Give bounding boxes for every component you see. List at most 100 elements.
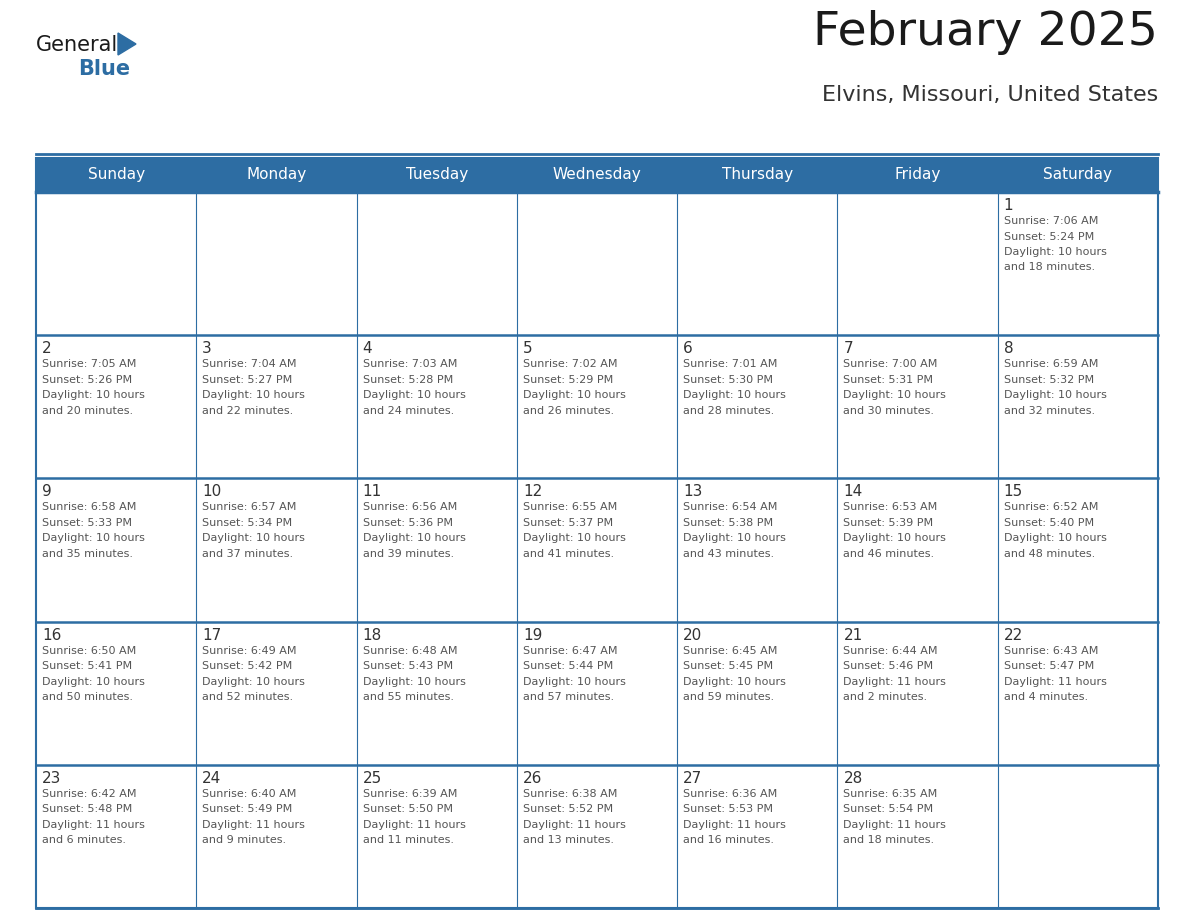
Text: Sunrise: 6:54 AM: Sunrise: 6:54 AM [683, 502, 777, 512]
Text: 21: 21 [843, 628, 862, 643]
Text: Daylight: 10 hours: Daylight: 10 hours [1004, 533, 1106, 543]
Text: Sunset: 5:29 PM: Sunset: 5:29 PM [523, 375, 613, 385]
Text: Sunrise: 6:53 AM: Sunrise: 6:53 AM [843, 502, 937, 512]
Text: Sunset: 5:26 PM: Sunset: 5:26 PM [42, 375, 132, 385]
Bar [998, 621, 1158, 765]
Text: Sunrise: 6:50 AM: Sunrise: 6:50 AM [42, 645, 137, 655]
Text: 13: 13 [683, 485, 702, 499]
Text: 6: 6 [683, 341, 693, 356]
Bar [36, 765, 196, 908]
Text: and 57 minutes.: and 57 minutes. [523, 692, 614, 702]
Bar [998, 192, 1158, 335]
Text: Daylight: 11 hours: Daylight: 11 hours [42, 820, 145, 830]
Text: and 35 minutes.: and 35 minutes. [42, 549, 133, 559]
Bar [36, 621, 196, 765]
Text: Sunrise: 6:35 AM: Sunrise: 6:35 AM [843, 789, 937, 799]
Text: 22: 22 [1004, 628, 1023, 643]
Text: Daylight: 10 hours: Daylight: 10 hours [843, 533, 947, 543]
Bar [517, 621, 677, 765]
Text: and 26 minutes.: and 26 minutes. [523, 406, 614, 416]
Bar [36, 158, 1158, 908]
Text: 3: 3 [202, 341, 211, 356]
Text: 2: 2 [42, 341, 51, 356]
Text: and 20 minutes.: and 20 minutes. [42, 406, 133, 416]
Text: Daylight: 10 hours: Daylight: 10 hours [42, 533, 145, 543]
Text: and 37 minutes.: and 37 minutes. [202, 549, 293, 559]
Text: Sunset: 5:48 PM: Sunset: 5:48 PM [42, 804, 132, 814]
Text: Sunset: 5:40 PM: Sunset: 5:40 PM [1004, 518, 1094, 528]
Bar [998, 765, 1158, 908]
Text: Sunrise: 7:01 AM: Sunrise: 7:01 AM [683, 359, 777, 369]
Text: and 9 minutes.: and 9 minutes. [202, 835, 286, 845]
Text: Daylight: 11 hours: Daylight: 11 hours [843, 820, 947, 830]
Text: Sunset: 5:52 PM: Sunset: 5:52 PM [523, 804, 613, 814]
Bar [517, 192, 677, 335]
Text: Sunrise: 6:39 AM: Sunrise: 6:39 AM [362, 789, 457, 799]
Polygon shape [118, 33, 135, 55]
Text: 9: 9 [42, 485, 52, 499]
Text: Sunset: 5:27 PM: Sunset: 5:27 PM [202, 375, 292, 385]
Text: 27: 27 [683, 771, 702, 786]
Text: and 41 minutes.: and 41 minutes. [523, 549, 614, 559]
Text: February 2025: February 2025 [813, 10, 1158, 55]
Text: Sunset: 5:45 PM: Sunset: 5:45 PM [683, 661, 773, 671]
Text: Daylight: 10 hours: Daylight: 10 hours [683, 533, 786, 543]
Bar [677, 192, 838, 335]
Text: 20: 20 [683, 628, 702, 643]
Text: Daylight: 11 hours: Daylight: 11 hours [362, 820, 466, 830]
Text: Daylight: 11 hours: Daylight: 11 hours [202, 820, 305, 830]
Text: Daylight: 10 hours: Daylight: 10 hours [843, 390, 947, 400]
Text: Sunrise: 7:02 AM: Sunrise: 7:02 AM [523, 359, 618, 369]
Text: 23: 23 [42, 771, 62, 786]
Bar [677, 335, 838, 478]
Text: Daylight: 10 hours: Daylight: 10 hours [362, 677, 466, 687]
Text: and 11 minutes.: and 11 minutes. [362, 835, 454, 845]
Text: and 46 minutes.: and 46 minutes. [843, 549, 935, 559]
Bar [356, 335, 517, 478]
Text: Sunrise: 6:42 AM: Sunrise: 6:42 AM [42, 789, 137, 799]
Text: Daylight: 10 hours: Daylight: 10 hours [202, 390, 305, 400]
Bar [517, 335, 677, 478]
Text: and 22 minutes.: and 22 minutes. [202, 406, 293, 416]
Bar [36, 192, 196, 335]
Text: 26: 26 [523, 771, 542, 786]
Text: Daylight: 10 hours: Daylight: 10 hours [523, 533, 626, 543]
Bar [517, 765, 677, 908]
Text: 16: 16 [42, 628, 62, 643]
Bar [517, 478, 677, 621]
Text: Blue: Blue [78, 59, 131, 79]
Bar [356, 478, 517, 621]
Text: Sunset: 5:46 PM: Sunset: 5:46 PM [843, 661, 934, 671]
Bar [36, 158, 1158, 192]
Text: and 43 minutes.: and 43 minutes. [683, 549, 775, 559]
Bar [356, 765, 517, 908]
Bar [196, 478, 356, 621]
Text: 24: 24 [202, 771, 221, 786]
Text: Sunset: 5:37 PM: Sunset: 5:37 PM [523, 518, 613, 528]
Bar [36, 478, 196, 621]
Text: 28: 28 [843, 771, 862, 786]
Text: Sunrise: 7:04 AM: Sunrise: 7:04 AM [202, 359, 297, 369]
Text: Daylight: 10 hours: Daylight: 10 hours [202, 677, 305, 687]
Text: 25: 25 [362, 771, 381, 786]
Text: Daylight: 11 hours: Daylight: 11 hours [683, 820, 786, 830]
Text: and 18 minutes.: and 18 minutes. [843, 835, 935, 845]
Text: 15: 15 [1004, 485, 1023, 499]
Text: Sunrise: 6:48 AM: Sunrise: 6:48 AM [362, 645, 457, 655]
Text: Elvins, Missouri, United States: Elvins, Missouri, United States [822, 85, 1158, 105]
Text: Sunset: 5:53 PM: Sunset: 5:53 PM [683, 804, 773, 814]
Text: Sunset: 5:28 PM: Sunset: 5:28 PM [362, 375, 453, 385]
Text: Sunset: 5:47 PM: Sunset: 5:47 PM [1004, 661, 1094, 671]
Text: Sunset: 5:50 PM: Sunset: 5:50 PM [362, 804, 453, 814]
Text: Sunset: 5:32 PM: Sunset: 5:32 PM [1004, 375, 1094, 385]
Text: and 50 minutes.: and 50 minutes. [42, 692, 133, 702]
Bar [196, 192, 356, 335]
Bar [838, 621, 998, 765]
Text: and 48 minutes.: and 48 minutes. [1004, 549, 1095, 559]
Text: Sunset: 5:34 PM: Sunset: 5:34 PM [202, 518, 292, 528]
Text: and 24 minutes.: and 24 minutes. [362, 406, 454, 416]
Text: and 30 minutes.: and 30 minutes. [843, 406, 935, 416]
Text: 12: 12 [523, 485, 542, 499]
Text: Daylight: 10 hours: Daylight: 10 hours [1004, 390, 1106, 400]
Bar [356, 192, 517, 335]
